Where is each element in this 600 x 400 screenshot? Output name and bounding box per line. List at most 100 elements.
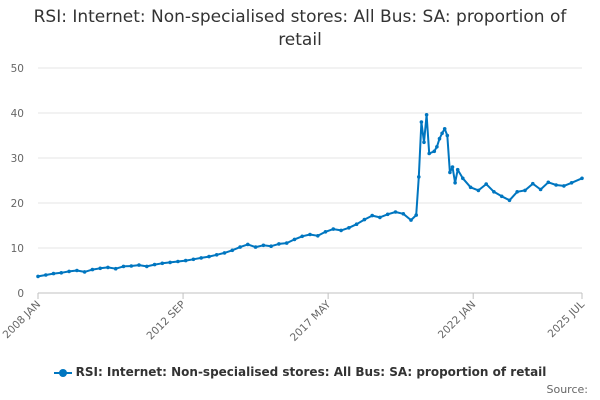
data-point[interactable]	[199, 256, 203, 260]
data-point[interactable]	[261, 243, 266, 248]
data-point[interactable]	[354, 222, 359, 226]
data-point[interactable]	[569, 181, 574, 185]
data-point[interactable]	[378, 215, 382, 220]
x-tick-label: 2025 JUL	[546, 299, 588, 341]
data-point[interactable]	[393, 210, 398, 214]
data-point[interactable]	[435, 145, 439, 149]
data-point[interactable]	[440, 131, 444, 136]
data-point[interactable]	[331, 227, 336, 231]
data-point[interactable]	[98, 266, 102, 271]
data-point[interactable]	[67, 269, 71, 274]
source-label: Source:	[546, 383, 589, 396]
data-point[interactable]	[432, 149, 437, 154]
y-tick-label: 0	[17, 288, 24, 300]
data-point[interactable]	[409, 218, 413, 222]
data-point[interactable]	[455, 167, 460, 172]
data-point[interactable]	[207, 254, 211, 259]
data-point[interactable]	[437, 136, 442, 141]
data-point[interactable]	[414, 213, 419, 217]
data-point[interactable]	[238, 245, 242, 249]
data-point[interactable]	[499, 194, 504, 199]
data-point[interactable]	[339, 228, 343, 233]
x-tick-label: 2012 SEP	[145, 299, 189, 343]
y-tick-label: 40	[11, 108, 24, 120]
y-axis-tick-labels: 0 10 20 30 40 50	[11, 63, 24, 300]
data-point[interactable]	[292, 237, 297, 242]
y-tick-label: 10	[11, 243, 24, 255]
data-point[interactable]	[461, 176, 465, 181]
data-point[interactable]	[277, 242, 281, 246]
data-point[interactable]	[362, 217, 367, 222]
data-point[interactable]	[448, 170, 452, 175]
y-tick-label: 30	[11, 153, 24, 165]
data-point[interactable]	[422, 140, 426, 145]
x-tick-label: 2008 JAN	[1, 299, 43, 341]
data-point[interactable]	[137, 263, 141, 267]
data-point[interactable]	[515, 190, 519, 194]
data-point[interactable]	[323, 230, 328, 234]
data-point[interactable]	[300, 234, 305, 239]
data-point[interactable]	[152, 262, 157, 267]
data-point[interactable]	[183, 258, 188, 263]
data-point[interactable]	[44, 273, 48, 277]
data-point[interactable]	[121, 264, 126, 269]
data-point[interactable]	[370, 213, 375, 218]
data-point[interactable]	[51, 271, 56, 276]
data-point[interactable]	[445, 133, 450, 138]
data-point[interactable]	[347, 226, 351, 230]
data-point[interactable]	[453, 181, 457, 185]
data-point[interactable]	[442, 127, 447, 131]
data-point[interactable]	[523, 188, 527, 193]
data-point[interactable]	[385, 212, 390, 217]
y-tick-label: 50	[11, 63, 24, 75]
data-point[interactable]	[484, 182, 489, 186]
data-point[interactable]	[269, 244, 273, 248]
data-point[interactable]	[246, 242, 250, 247]
data-point[interactable]	[538, 187, 543, 192]
data-point[interactable]	[36, 274, 40, 279]
data-point[interactable]	[168, 260, 172, 265]
gridlines	[38, 67, 582, 249]
data-point[interactable]	[419, 120, 424, 124]
data-point[interactable]	[401, 212, 406, 216]
data-point[interactable]	[113, 266, 118, 271]
data-point[interactable]	[129, 264, 134, 268]
legend-swatch-icon	[53, 368, 72, 378]
data-point[interactable]	[59, 271, 64, 275]
legend-label: RSI: Internet: Non-specialised stores: A…	[75, 365, 547, 379]
data-point[interactable]	[450, 165, 455, 169]
data-point[interactable]	[145, 264, 149, 269]
data-point[interactable]	[507, 198, 512, 203]
x-tick-label: 2022 JAN	[436, 299, 478, 341]
data-point[interactable]	[580, 176, 584, 181]
data-point[interactable]	[75, 268, 79, 273]
data-point[interactable]	[230, 248, 235, 253]
data-point[interactable]	[468, 185, 473, 190]
series-layer	[36, 113, 584, 279]
data-point[interactable]	[214, 253, 219, 257]
data-point[interactable]	[191, 257, 196, 262]
data-point[interactable]	[424, 113, 429, 117]
data-point[interactable]	[492, 190, 496, 194]
data-point[interactable]	[90, 267, 95, 272]
data-point[interactable]	[427, 151, 432, 156]
data-point[interactable]	[253, 245, 258, 249]
data-point[interactable]	[106, 265, 110, 270]
data-point[interactable]	[284, 241, 289, 245]
data-point[interactable]	[176, 259, 180, 264]
data-point[interactable]	[82, 270, 87, 274]
data-point[interactable]	[417, 175, 421, 179]
chart-title: RSI: Internet: Non-specialised stores: A…	[33, 7, 567, 50]
data-point[interactable]	[562, 184, 566, 188]
data-point[interactable]	[554, 183, 558, 187]
data-point[interactable]	[160, 261, 165, 266]
data-point[interactable]	[546, 180, 551, 185]
legend[interactable]: RSI: Internet: Non-specialised stores: A…	[0, 365, 600, 379]
x-axis-tick-labels: 2008 JAN 2012 SEP 2017 MAY 2022 JAN 2025 JUL	[1, 293, 588, 344]
data-point[interactable]	[222, 251, 227, 255]
data-point[interactable]	[308, 232, 312, 237]
data-point[interactable]	[476, 188, 481, 193]
data-point[interactable]	[316, 234, 320, 238]
data-point[interactable]	[531, 181, 535, 186]
